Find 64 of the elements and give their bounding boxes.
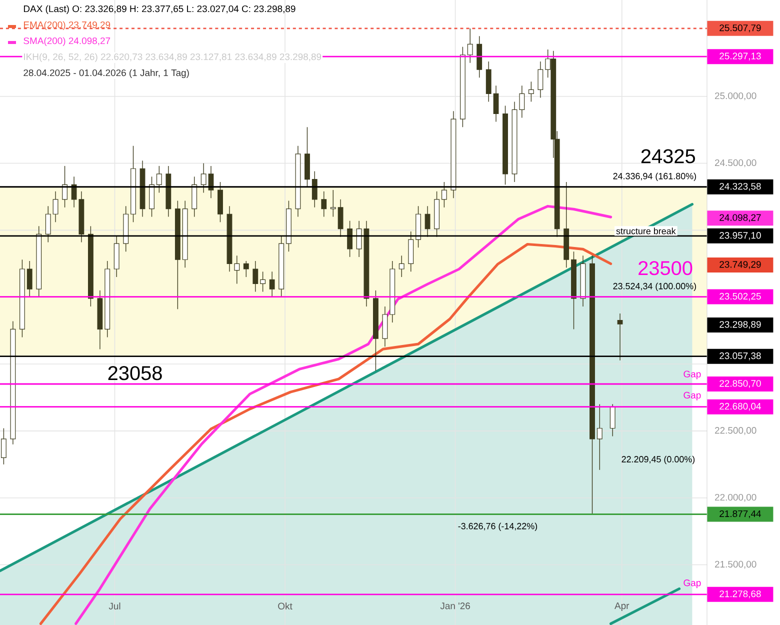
ref-line-label: 23.957,10: [720, 232, 761, 240]
ref-line-label: 23.057,38: [720, 352, 761, 360]
candlestick: [269, 271, 275, 298]
ref-line-label: 25.297,13: [720, 52, 761, 61]
x-tick-label: Apr: [614, 602, 630, 611]
legend-label: SMA(200) 24.098,27: [24, 37, 110, 46]
y-tick-label: 25.000,00: [715, 92, 756, 100]
y-tick-label: 24.500,00: [715, 159, 756, 168]
candlestick: [617, 313, 623, 361]
candlestick: [398, 255, 404, 278]
candlestick: [252, 260, 258, 292]
candlestick: [52, 191, 58, 223]
y-tick-label: 22.500,00: [715, 427, 756, 435]
ref-line-label: 24.323,58: [720, 182, 761, 191]
candlestick: [26, 260, 32, 298]
annotation: Gap: [684, 579, 701, 588]
candlestick: [610, 404, 616, 437]
candlestick: [441, 182, 447, 208]
annotation: 23058: [108, 366, 162, 380]
annotation: 28.04.2025 - 01.04.2026 (1 Jahr, 1 Tag): [24, 69, 189, 78]
annotation: Gap: [684, 392, 701, 400]
annotation: 23500: [638, 261, 692, 276]
candlestick: [321, 191, 327, 218]
candlestick: [538, 61, 544, 98]
ref-line-label: 25.507,79: [720, 24, 761, 32]
annotation: 24.336,94 (161.80%): [613, 172, 696, 182]
x-tick-label: Jul: [108, 602, 120, 610]
candlestick: [347, 220, 353, 258]
candlestick: [493, 85, 499, 122]
ref-line-label: 22.680,04: [720, 402, 761, 411]
text: DAX (Last) O: 23.326,89 H: 23.377,65 L: 23.027,04 C: 23.298,89: [24, 5, 296, 14]
text: 23.749,29: [720, 261, 761, 269]
candlestick: [528, 81, 534, 102]
annotation: 24325: [641, 149, 695, 164]
ref-line-label: 23.502,25: [720, 292, 761, 301]
text: 24.098,27: [720, 214, 761, 222]
y-tick-label: 22.000,00: [715, 494, 756, 502]
text: 23.298,89: [720, 321, 761, 329]
y-tick-label: 21.500,00: [715, 560, 756, 569]
candlestick: [0, 428, 6, 465]
ref-line-label: 22.850,70: [720, 380, 761, 388]
legend-label: EMA(200) 23.749,29: [24, 21, 110, 30]
candlestick: [156, 166, 162, 194]
annotation: 22.209,45 (0.00%): [622, 456, 695, 464]
x-tick-label: Okt: [278, 602, 292, 610]
annotation: structure break: [616, 228, 676, 234]
candlestick: [45, 206, 51, 243]
candlestick: [424, 206, 430, 238]
candlestick: [330, 190, 336, 218]
candlestick: [243, 260, 249, 278]
candlestick: [200, 162, 206, 194]
annotation: Gap: [684, 370, 701, 380]
candlestick: [260, 271, 266, 292]
candlestick: [312, 170, 318, 208]
ref-line-label: 21.877,44: [720, 510, 761, 518]
candlestick: [234, 255, 240, 284]
x-tick-label: Jan '26: [440, 602, 470, 610]
annotation: -3.626,76 (-14,22%): [458, 522, 538, 532]
candlestick: [596, 404, 602, 470]
candlestick: [338, 199, 344, 238]
ref-line-label: 21.278,68: [720, 590, 761, 598]
candlestick: [467, 28, 473, 64]
annotation: 23.524,34 (100.00%): [613, 282, 696, 292]
candlestick: [62, 166, 68, 208]
